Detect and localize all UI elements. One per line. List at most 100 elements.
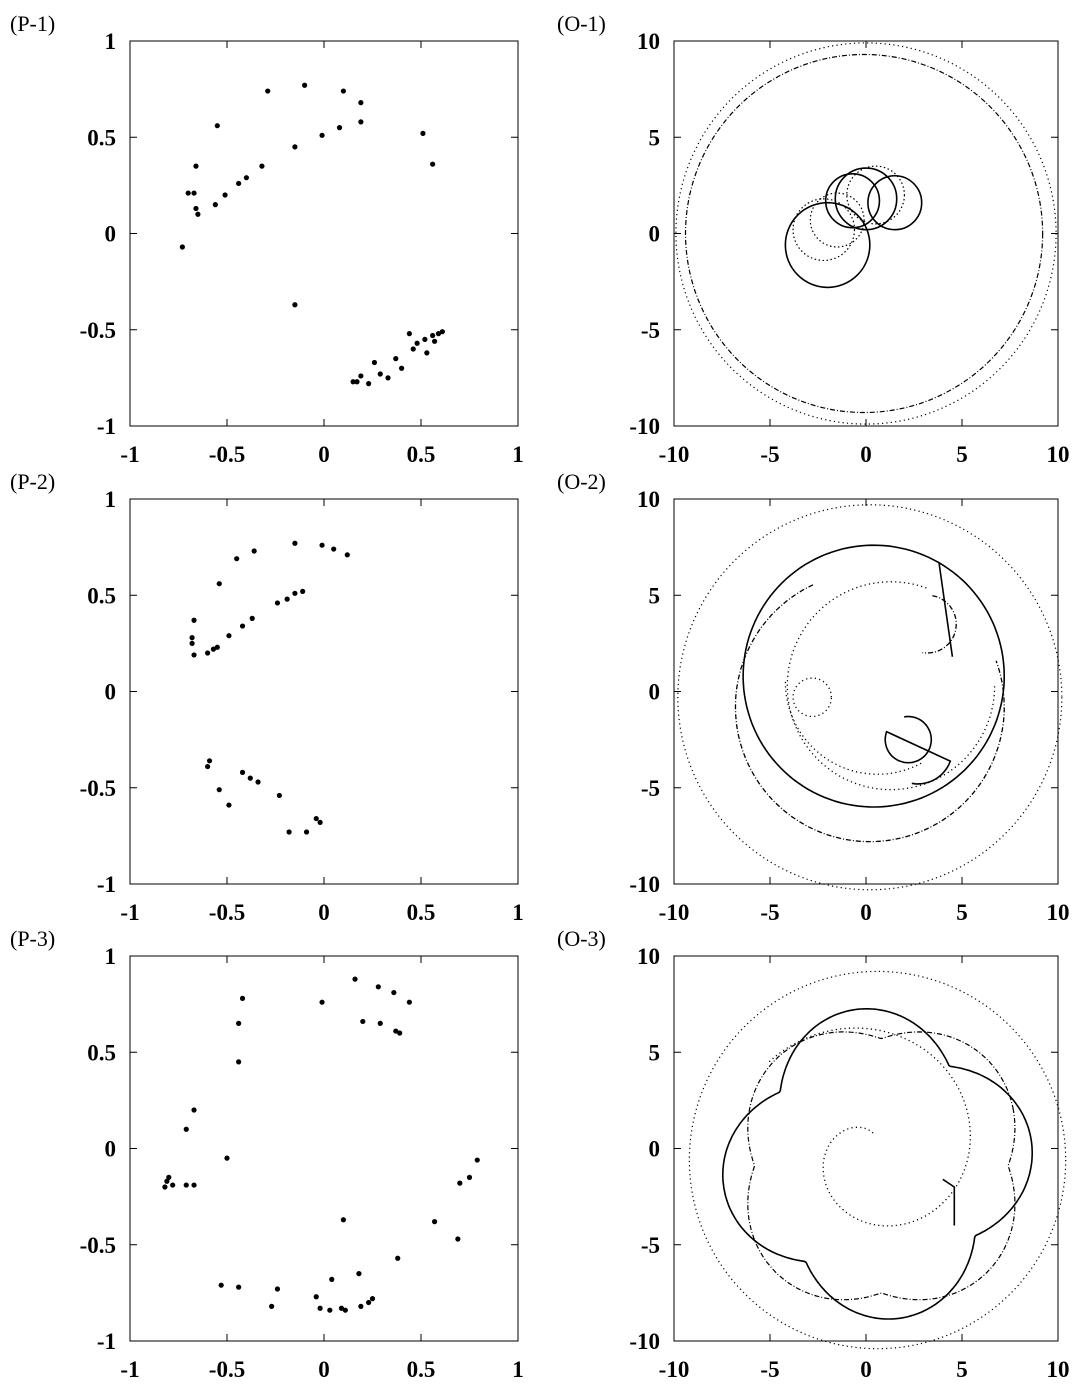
panel-4-y-tick-label: -10 — [629, 872, 660, 897]
orbit-curves-layer — [675, 42, 1067, 1350]
panel-1-scatter-point — [193, 163, 199, 169]
panel-5-scatter-point — [466, 1174, 473, 1180]
panel-5-scatter-point — [377, 1020, 383, 1026]
panel-5-scatter-point — [338, 1305, 345, 1311]
panel-5-y-tick-label: 1 — [105, 944, 117, 969]
panel-5-scatter-point — [313, 1294, 319, 1300]
panel-2-orbit-loop — [809, 192, 865, 248]
panel-5-x-tick-label: 0.5 — [407, 1357, 436, 1382]
panel-1-scatter-point — [358, 119, 364, 125]
panel-5-scatter-point — [356, 1271, 362, 1277]
panel-3-x-tick-label: -0.5 — [209, 900, 245, 925]
panel-1-scatter-point — [185, 190, 191, 196]
panel-5-x-tick-label: -1 — [120, 1357, 139, 1382]
panel-1-scatter-point — [420, 130, 426, 136]
panel-6-y-tick-label: 5 — [649, 1040, 661, 1065]
panel-1-scatter-point — [410, 346, 416, 352]
panel-3-scatter-point — [255, 779, 261, 785]
panel-2-orbit-loop — [867, 174, 923, 231]
panel-1-scatter-point — [179, 244, 185, 250]
panel-3-scatter-point — [216, 787, 222, 793]
panel-5-scatter-point — [329, 1276, 335, 1282]
panel-3-scatter-point — [331, 546, 337, 552]
panel-5-y-tick-label: 0 — [105, 1137, 117, 1162]
panel-5-scatter-point — [218, 1282, 224, 1288]
panel-4-orbit-trajectory — [742, 544, 1005, 808]
panel-5-scatter-point — [166, 1174, 172, 1180]
panel-3-scatter-point — [300, 588, 306, 595]
panel-1-scatter-point — [292, 144, 298, 150]
panel-1-scatter-point — [439, 329, 445, 335]
panel-5-scatter-point — [391, 989, 397, 996]
panel-1-scatter-point — [371, 359, 378, 366]
panel-5-scatter-point — [358, 1303, 364, 1309]
panel-1-scatter-point — [399, 365, 405, 371]
panel-3-scatter-point — [206, 758, 213, 764]
panel-4-orbit-trajectory — [786, 581, 996, 791]
panel-3-y-tick-label: -0.5 — [80, 776, 116, 801]
panel-1-scatter-point — [243, 175, 249, 181]
panel-3-scatter-point — [239, 623, 246, 629]
panel-4-orbit-trajectory — [792, 677, 833, 718]
panel-3-y-tick-label: 0.5 — [87, 583, 116, 608]
panel-5-scatter-point — [236, 1284, 242, 1290]
panel-4-orbit-trajectory — [734, 584, 1005, 843]
panel-6-y-tick-label: 0 — [649, 1137, 661, 1162]
panel-3-scatter-point — [319, 542, 325, 548]
panel-5-scatter-point — [224, 1155, 230, 1161]
panel-3-scatter-point — [191, 652, 197, 658]
panel-2-y-tick-label: 5 — [649, 125, 661, 150]
panel-2-x-tick-label: -5 — [760, 442, 779, 467]
panel-5-scatter-point — [393, 1028, 399, 1034]
panel-1-plot-frame — [129, 40, 519, 427]
panel-5-scatter-point — [164, 1178, 170, 1184]
panel-4-y-tick-label: 10 — [637, 487, 660, 512]
panel-6-y-tick-label: -5 — [641, 1233, 660, 1258]
panel-3-scatter-point — [216, 581, 222, 587]
panel-3-scatter-point — [210, 646, 217, 652]
panel-5-scatter-point — [369, 1296, 376, 1302]
panel-3-plot-frame — [129, 498, 519, 885]
panel-5-y-tick-label: 0.5 — [87, 1040, 116, 1065]
panel-5-y-tick-label: -0.5 — [80, 1233, 116, 1258]
panel-2-y-tick-label: -10 — [629, 414, 660, 439]
panel-3-scatter-point — [189, 640, 195, 646]
axes-layer — [129, 40, 1059, 1342]
panel-2-orbit-circle — [684, 53, 1044, 414]
panel-1-y-tick-label: -0.5 — [80, 318, 116, 343]
panel-4-orbit-trajectory — [784, 681, 924, 775]
panel-2-x-tick-label: 0 — [860, 442, 872, 467]
panel-3-scatter-point — [344, 552, 350, 558]
panel-4-y-tick-label: -5 — [641, 776, 660, 801]
panel-5-scatter-point — [191, 1182, 197, 1188]
panel-5-scatter-point — [457, 1180, 463, 1186]
panel-1-scatter-point — [358, 373, 364, 379]
panel-1-scatter-point — [340, 88, 346, 94]
labels-layer: (P-1)-1 -0.5 0 0.5 110.50-0.5-1(O-1)-10 -5 0 5 1… — [10, 11, 1070, 1382]
panel-5-scatter-point — [236, 1059, 242, 1065]
panel-5-scatter-point — [397, 1030, 403, 1036]
panel-4-y-tick-label: 5 — [649, 583, 661, 608]
panel-5-scatter-point — [170, 1182, 176, 1188]
panel-5-scatter-point — [352, 976, 358, 982]
panel-5-x-tick-label: 1 — [512, 1357, 524, 1382]
panel-5-panel-label: (P-3) — [10, 926, 55, 951]
panel-3-scatter-point — [226, 802, 232, 808]
panel-5-scatter-point — [340, 1217, 346, 1223]
panel-3-scatter-point — [286, 829, 292, 835]
panel-4-y-tick-label: 0 — [649, 680, 661, 705]
panel-1-scatter-point — [366, 381, 372, 387]
panel-1-scatter-point — [302, 82, 308, 88]
panel-5-scatter-point — [406, 999, 412, 1005]
panel-5-scatter-point — [162, 1184, 168, 1190]
panel-4-x-tick-label: -10 — [659, 900, 690, 925]
panel-3-x-tick-label: 0 — [318, 900, 330, 925]
panel-3-scatter-point — [205, 650, 211, 656]
panel-3-scatter-point — [274, 600, 281, 606]
panel-6-orbit-trajectory — [747, 1031, 1016, 1301]
panel-1-scatter-point — [259, 163, 265, 169]
panel-3-x-tick-label: 0.5 — [407, 900, 436, 925]
panel-1-y-tick-label: -1 — [97, 414, 116, 439]
panel-3-scatter-point — [292, 540, 298, 546]
